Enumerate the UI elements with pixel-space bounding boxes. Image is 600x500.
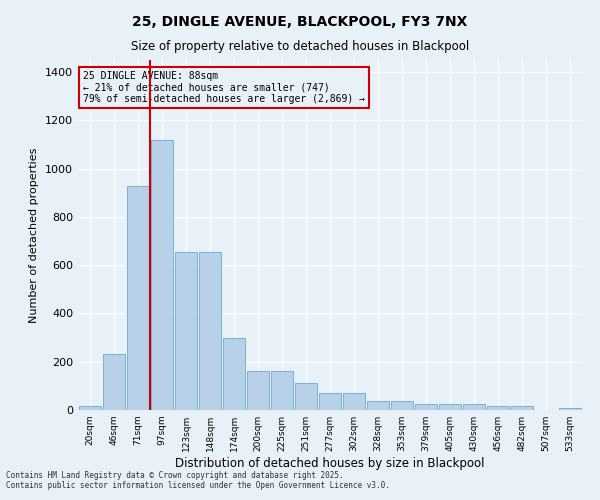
Bar — [391, 401, 413, 410]
Bar — [415, 404, 437, 410]
Bar — [271, 372, 293, 410]
Bar — [463, 404, 485, 410]
Bar — [319, 393, 341, 410]
Bar — [247, 372, 269, 410]
Bar — [103, 354, 125, 410]
Text: Size of property relative to detached houses in Blackpool: Size of property relative to detached ho… — [131, 40, 469, 53]
Bar — [487, 406, 509, 410]
Bar — [175, 252, 197, 410]
Bar — [199, 252, 221, 410]
Y-axis label: Number of detached properties: Number of detached properties — [29, 148, 40, 322]
Bar — [295, 384, 317, 410]
Bar — [367, 401, 389, 410]
Bar — [439, 404, 461, 410]
Bar — [151, 140, 173, 410]
Text: Contains HM Land Registry data © Crown copyright and database right 2025.
Contai: Contains HM Land Registry data © Crown c… — [6, 470, 390, 490]
Bar — [343, 393, 365, 410]
Bar — [127, 186, 149, 410]
Bar — [79, 406, 101, 410]
Text: 25 DINGLE AVENUE: 88sqm
← 21% of detached houses are smaller (747)
79% of semi-d: 25 DINGLE AVENUE: 88sqm ← 21% of detache… — [83, 70, 365, 104]
Bar — [511, 406, 533, 410]
X-axis label: Distribution of detached houses by size in Blackpool: Distribution of detached houses by size … — [175, 457, 485, 470]
Text: 25, DINGLE AVENUE, BLACKPOOL, FY3 7NX: 25, DINGLE AVENUE, BLACKPOOL, FY3 7NX — [133, 15, 467, 29]
Bar — [559, 408, 581, 410]
Bar — [223, 338, 245, 410]
